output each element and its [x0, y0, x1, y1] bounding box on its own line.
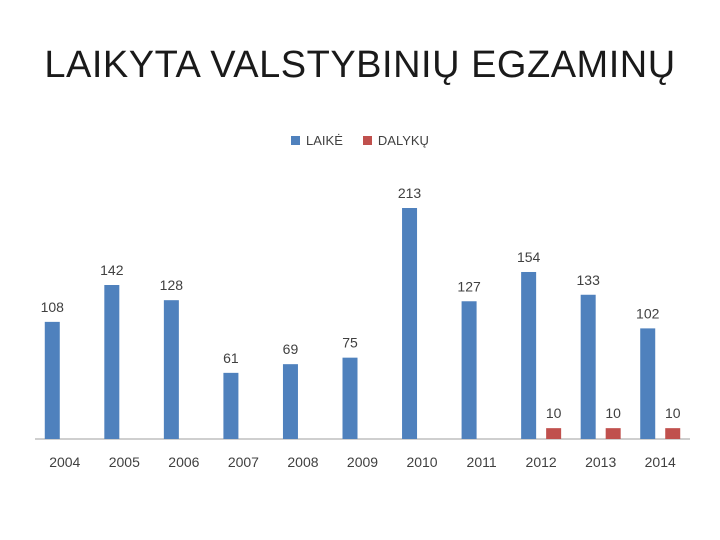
legend-item-dalyku: DALYKŲ — [362, 133, 429, 148]
bar-dalyku-2014 — [665, 428, 681, 439]
bar-laike-2011 — [461, 301, 477, 439]
data-label-laike-2009: 75 — [342, 335, 358, 351]
legend-label-laike: LAIKĖ — [306, 133, 343, 148]
data-label-laike-2010: 213 — [398, 185, 422, 201]
bar-dalyku-2013 — [605, 428, 621, 439]
slide-title: LAIKYTA VALSTYBINIŲ EGZAMINŲ — [44, 44, 676, 86]
bar-laike-2012 — [521, 271, 537, 439]
legend-item-laike: LAIKĖ — [291, 133, 343, 148]
chart-legend: LAIKĖ DALYKŲ — [0, 133, 720, 148]
bar-laike-2013 — [580, 294, 596, 439]
bar-dalyku-2012 — [546, 428, 562, 439]
bar-laike-2014 — [640, 328, 656, 439]
bar-laike-2004 — [44, 321, 60, 439]
bar-laike-2005 — [104, 285, 120, 439]
bar-laike-2007 — [223, 372, 239, 439]
legend-label-dalyku: DALYKŲ — [377, 133, 429, 148]
data-label-laike-2008: 69 — [283, 341, 299, 357]
x-tick-label-2008: 2008 — [287, 454, 318, 470]
x-tick-label-2005: 2005 — [109, 454, 140, 470]
data-label-laike-2004: 108 — [41, 299, 65, 315]
data-label-dalyku-2012: 10 — [546, 405, 562, 421]
legend-swatch-dalyku — [362, 136, 372, 145]
data-label-laike-2014: 102 — [636, 305, 660, 321]
x-tick-label-2004: 2004 — [49, 454, 80, 470]
x-tick-label-2014: 2014 — [645, 454, 676, 470]
bar-laike-2009 — [342, 357, 358, 439]
x-tick-label-2007: 2007 — [228, 454, 259, 470]
x-tick-label-2013: 2013 — [585, 454, 616, 470]
data-label-laike-2012: 154 — [517, 249, 541, 265]
bar-laike-2006 — [163, 300, 179, 439]
bar-laike-2010 — [402, 208, 418, 439]
data-label-laike-2011: 127 — [457, 278, 481, 294]
legend-swatch-laike — [291, 136, 301, 145]
data-label-dalyku-2013: 10 — [605, 405, 621, 421]
x-tick-label-2006: 2006 — [168, 454, 199, 470]
data-label-laike-2005: 142 — [100, 262, 124, 278]
x-tick-label-2009: 2009 — [347, 454, 378, 470]
x-tick-label-2012: 2012 — [526, 454, 557, 470]
data-label-laike-2006: 128 — [160, 277, 184, 293]
data-label-laike-2013: 133 — [577, 272, 601, 288]
x-tick-label-2010: 2010 — [406, 454, 437, 470]
x-tick-label-2011: 2011 — [467, 454, 497, 470]
data-label-dalyku-2014: 10 — [665, 405, 681, 421]
bar-laike-2008 — [282, 364, 298, 439]
data-label-laike-2007: 61 — [223, 350, 239, 366]
